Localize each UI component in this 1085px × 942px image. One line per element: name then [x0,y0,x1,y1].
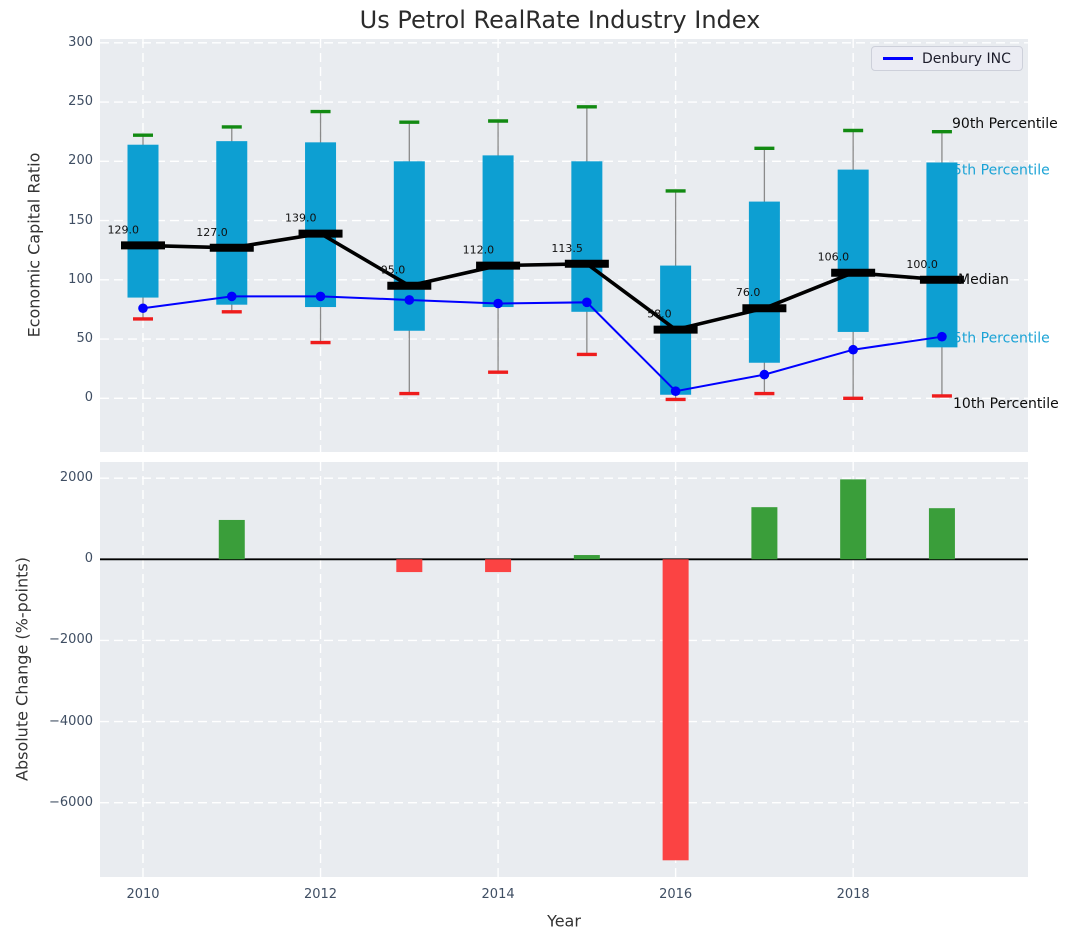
legend-line-swatch [883,57,913,60]
legend-label: Denbury INC [922,50,1011,67]
median-label-2019: 100.0 [906,258,938,271]
xtick-2014: 2014 [481,887,515,902]
median-label-2013: 95.0 [381,264,406,277]
median-label-2015: 113.5 [551,242,583,255]
box-2019 [926,162,958,348]
bar-2016 [662,559,689,861]
annotation-median: Median [958,272,1009,288]
box-2018 [837,169,869,332]
top-ytick-0: 0 [84,390,93,406]
xtick-2016: 2016 [659,887,693,902]
box-2011 [216,141,248,305]
bottom-chart-svg [100,462,1028,877]
box-2014 [482,155,514,308]
top-ytick-300: 300 [68,34,93,50]
legend: Denbury INC [871,46,1023,71]
bottom-ytick-2000: 2000 [59,470,93,486]
company-dot-2016 [670,386,681,396]
company-dot-2010 [138,303,148,314]
company-dot-2017 [759,369,770,380]
x-axis-label: Year [547,911,581,931]
bar-2017 [751,507,778,560]
bottom-y-axis-label: Absolute Change (%-points) [12,557,32,781]
median-label-2018: 106.0 [818,251,850,264]
top-ytick-250: 250 [68,94,93,110]
median-label-2016: 58.0 [647,308,672,321]
top-ytick-200: 200 [68,153,93,169]
company-dot-2012 [315,291,326,302]
box-2015 [571,161,603,312]
box-2017 [748,201,780,363]
bar-2019 [928,508,955,560]
median-label-2010: 129.0 [108,223,140,236]
bottom-ytick-0: 0 [84,551,93,567]
top-ytick-100: 100 [68,271,93,287]
xtick-2010: 2010 [126,887,160,902]
median-label-2017: 76.0 [736,286,761,299]
bar-2014 [485,559,512,573]
company-line [142,295,943,393]
company-dot-2019 [937,331,947,342]
top-axes: 75th Percentile 25th Percentile 129.0 127.0… [100,39,1050,452]
median-label-2014: 112.0 [463,244,495,257]
bar-2018 [840,479,867,560]
top-ytick-50: 50 [76,331,93,347]
bottom-axes [100,462,1028,877]
bar-2013 [396,559,423,573]
annotation-25th-percentile: 25th Percentile [944,330,1050,346]
company-dot-2011 [226,291,237,302]
annotation-75th-percentile: 75th Percentile [944,162,1050,178]
xtick-2012: 2012 [303,887,338,902]
median-label-2012: 139.0 [285,212,317,225]
bottom-ytick--2000: −2000 [49,632,93,648]
median-line [142,231,943,332]
company-dot-2013 [404,295,415,305]
company-dot-2018 [848,344,858,355]
box-2010 [127,144,159,298]
bar-2011 [218,519,245,560]
bottom-ytick--6000: −6000 [49,794,93,810]
median-label-2011: 127.0 [196,226,228,239]
annotation-90th-percentile: 90th Percentile [952,116,1058,132]
chart-title: Us Petrol RealRate Industry Index [359,6,761,34]
annotation-10th-percentile: 10th Percentile [953,396,1059,412]
bottom-ytick--4000: −4000 [49,713,93,729]
box-2013 [393,161,425,331]
top-chart-svg: 75th Percentile 25th Percentile 129.0 127.0… [100,39,1050,452]
bar-2015 [573,555,600,560]
top-y-axis-label: Economic Capital Ratio [24,152,44,338]
top-ytick-150: 150 [68,212,93,228]
box-2012 [305,142,337,308]
xtick-2018: 2018 [836,887,870,902]
company-dot-2015 [582,297,592,308]
company-dot-2014 [493,298,503,309]
